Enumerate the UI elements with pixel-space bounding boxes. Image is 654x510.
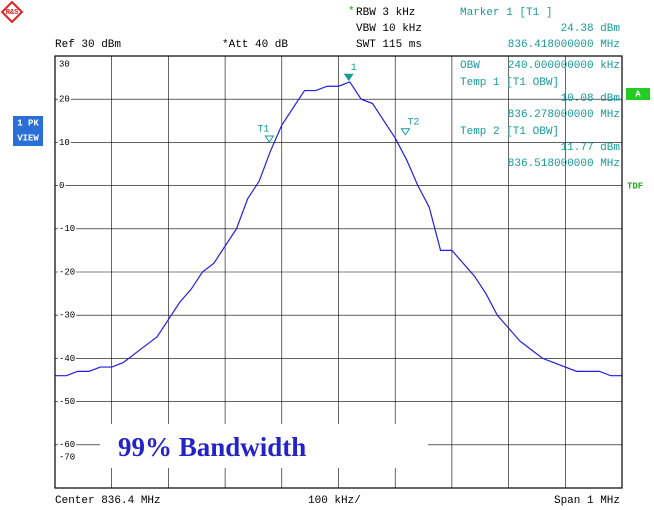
attenuation: *Att 40 dB [222,39,288,51]
y-tick-label: -10 [59,224,75,234]
y-tick-label: 10 [59,138,70,148]
star: * [348,6,355,18]
tdf-label: TDF [627,181,643,191]
vbw: VBW 10 kHz [356,23,422,35]
obw-value: 240.000000000 kHz [508,60,620,72]
y-tick-label: -20 [59,267,75,277]
y-tick-label: -40 [59,354,75,364]
marker-label: T2 [407,117,419,128]
obw-label: OBW [460,60,480,72]
temp2: Temp 2 [T1 OBW] [460,126,559,138]
division: 100 kHz/ [308,495,361,507]
annotation-box [100,424,428,468]
marker-level: 24.38 dBm [561,23,621,35]
a-box [626,88,650,100]
trace-mode: 1 PK [17,118,39,128]
tick-label-bg [58,222,77,235]
trace [55,81,622,377]
plot-frame [54,55,623,489]
logo: R&S [0,0,24,24]
center-freq: Center 836.4 MHz [55,495,161,507]
tick-label-bg [58,395,77,408]
marker-freq: 836.418000000 MHz [508,39,620,51]
swt: SWT 115 ms [356,39,422,51]
marker [264,135,275,143]
tick-label-bg [58,179,66,192]
span: Span 1 MHz [554,495,620,507]
temp2-freq: 836.518000000 MHz [508,158,620,170]
svg-text:R&S: R&S [6,9,19,17]
y-tick-label: -50 [59,397,75,407]
trace-mode: VIEW [17,133,39,143]
y-tick-label: -60 [59,440,75,450]
y-tick-label: -30 [59,311,75,321]
y-tick-label: 0 [59,181,64,191]
temp1-level: 10.08 dBm [561,93,621,105]
marker [400,128,411,136]
temp1: Temp 1 [T1 OBW] [460,77,559,89]
marker-label: T1 [257,125,269,136]
tick-label-bg [58,58,71,70]
tick-label-bg [58,438,77,451]
marker-label: 1 [351,63,357,74]
trace-box [13,116,43,146]
temp2-level: 11.77 dBm [561,142,621,154]
tick-label-bg [58,136,71,149]
a-label: A [635,89,641,99]
y-tick-label: -70 [59,452,75,462]
y-tick-label: 30 [59,59,70,69]
y-tick-label: 20 [59,95,70,105]
tick-label-bg [58,451,77,463]
temp1-freq: 836.278000000 MHz [508,109,620,121]
tick-label-bg [58,352,77,365]
tick-label-bg [58,309,77,322]
marker [343,73,354,82]
tick-label-bg [58,266,77,278]
ref-level: Ref 30 dBm [55,39,121,51]
rbw: RBW 3 kHz [356,7,415,19]
marker-title: Marker 1 [T1 ] [460,7,552,19]
annotation: 99% Bandwidth [118,432,306,462]
tick-label-bg [58,93,71,106]
